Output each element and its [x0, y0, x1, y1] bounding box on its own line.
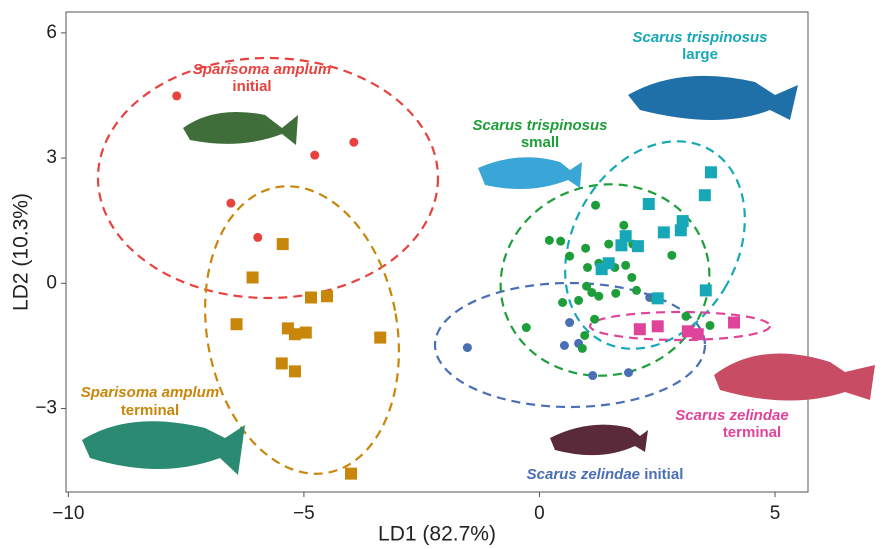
point	[699, 189, 711, 201]
point	[692, 328, 704, 340]
fish	[550, 425, 648, 455]
species: Scarus trispinosus	[632, 29, 767, 46]
point	[556, 237, 565, 246]
point	[632, 286, 641, 295]
point	[588, 371, 597, 380]
point	[231, 318, 243, 330]
point	[310, 151, 319, 160]
x-tick-label: 5	[770, 503, 781, 524]
point	[652, 320, 664, 332]
point	[583, 263, 592, 272]
stage: initial	[644, 466, 683, 483]
point	[276, 357, 288, 369]
point	[289, 328, 301, 340]
point	[300, 327, 312, 339]
point	[658, 226, 670, 238]
point	[289, 365, 301, 377]
y-tick-label: −3	[35, 398, 57, 419]
species: Sparisoma amplum	[193, 61, 331, 78]
group-label: Scarus trispinosus	[632, 29, 767, 46]
group-label: small	[521, 134, 559, 151]
point	[580, 331, 589, 340]
x-tick-label: −10	[52, 503, 84, 524]
group-label: Scarus trispinosus	[472, 117, 607, 134]
point	[277, 238, 289, 250]
fish	[82, 421, 245, 475]
fish	[478, 157, 582, 189]
point	[596, 263, 608, 275]
point	[374, 332, 386, 344]
y-tick-label: 6	[46, 22, 57, 43]
point	[632, 240, 644, 252]
point	[463, 343, 472, 352]
point	[667, 251, 676, 260]
point	[652, 292, 664, 304]
point	[700, 284, 712, 296]
fish	[714, 354, 875, 401]
point	[591, 201, 600, 210]
ellipse	[590, 312, 770, 340]
point	[226, 199, 235, 208]
point	[247, 271, 259, 283]
ellipse	[529, 109, 781, 382]
species: Scarus zelindae	[675, 407, 788, 424]
point	[615, 239, 627, 251]
y-tick-label: 3	[46, 147, 57, 168]
point	[574, 296, 583, 305]
fish	[628, 76, 798, 120]
group-label: Sparisoma amplum	[81, 384, 219, 401]
x-axis-title: LD1 (82.7%)	[378, 523, 496, 546]
point	[349, 138, 358, 147]
group-label: Scarus zelindae initial	[527, 466, 684, 483]
group-label: Sparisoma amplum	[193, 61, 331, 78]
ellipse	[479, 161, 731, 399]
species: Scarus trispinosus	[472, 117, 607, 134]
point	[581, 244, 590, 253]
point	[681, 312, 690, 321]
point	[565, 252, 574, 261]
chart: Sparisoma amplum initial Sparisoma amplu…	[0, 0, 886, 549]
point	[522, 323, 531, 332]
species: Scarus zelindae	[527, 466, 640, 483]
point	[565, 318, 574, 327]
point	[590, 315, 599, 324]
point	[253, 233, 262, 242]
point	[345, 468, 357, 480]
point	[621, 261, 630, 270]
point	[305, 291, 317, 303]
x-tick-label: 0	[534, 503, 545, 524]
point	[321, 290, 333, 302]
point	[624, 368, 633, 377]
point	[611, 289, 620, 298]
point	[675, 224, 687, 236]
point	[619, 221, 628, 230]
point	[594, 292, 603, 301]
point	[558, 298, 567, 307]
y-axis-title: LD2 (10.3%)	[10, 193, 33, 311]
point	[706, 321, 715, 330]
y-tick-label: 0	[46, 272, 57, 293]
species: Sparisoma amplum	[81, 384, 219, 401]
point	[643, 198, 655, 210]
x-tick-label: −5	[293, 503, 315, 524]
group-label: terminal	[723, 424, 781, 441]
point	[545, 236, 554, 245]
group-label: large	[682, 46, 718, 63]
point	[705, 166, 717, 178]
group-label: initial	[232, 78, 271, 95]
point	[172, 91, 181, 100]
fish	[183, 112, 298, 145]
point	[604, 240, 613, 249]
point	[634, 323, 646, 335]
group-label: terminal	[121, 402, 179, 419]
group-label: Scarus zelindae	[675, 407, 788, 424]
point	[627, 273, 636, 282]
point	[578, 344, 587, 353]
point	[560, 341, 569, 350]
point	[728, 317, 740, 329]
